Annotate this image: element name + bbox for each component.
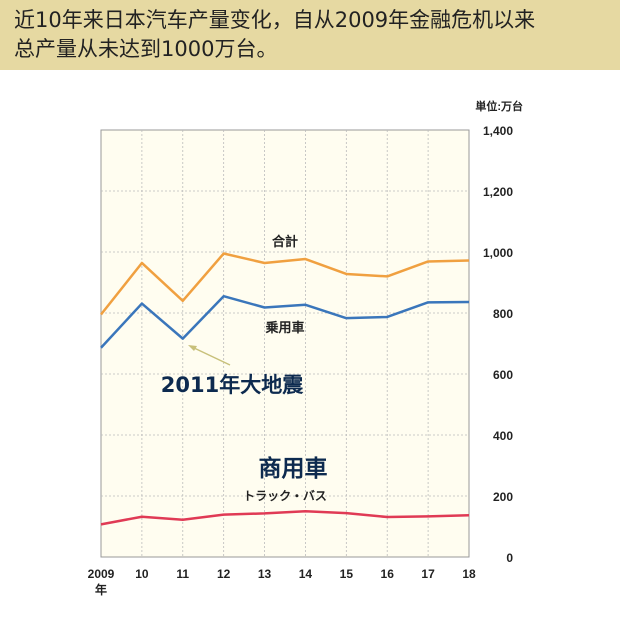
series-label-passenger: 乗用車: [264, 320, 304, 335]
x-tick-label: 11: [176, 567, 189, 581]
x-tick-suffix: 年: [95, 582, 107, 597]
x-tick-label: 2009: [88, 567, 115, 581]
y-tick-label: 1,400: [483, 124, 513, 138]
y-tick-label: 0: [506, 551, 513, 565]
x-tick-label: 14: [299, 567, 313, 581]
plot-area: [100, 129, 470, 558]
y-tick-label: 400: [493, 429, 513, 443]
x-tick-label: 16: [381, 567, 395, 581]
series-line-0: [100, 252, 470, 316]
series-line-1: [100, 294, 470, 349]
series-sublabel-commercial: トラック・バス: [243, 489, 327, 503]
series-label-total: 合計: [272, 234, 298, 249]
x-tick-label: 17: [421, 567, 435, 581]
y-tick-label: 600: [493, 368, 513, 382]
annotation-arrowhead: [188, 345, 197, 351]
x-tick-label: 15: [340, 567, 354, 581]
x-tick-label: 12: [217, 567, 231, 581]
y-tick-label: 800: [493, 307, 513, 321]
y-tick-label: 1,000: [483, 246, 513, 260]
title-line-1: 近10年来日本汽车产量变化，自从2009年金融危机以来: [14, 8, 536, 32]
y-tick-label: 1,200: [483, 185, 513, 199]
x-tick-label: 13: [258, 567, 272, 581]
series-label-commercial: 商用車: [259, 455, 328, 482]
annotation-arrow: [191, 346, 231, 366]
series-line-2: [100, 510, 470, 526]
unit-label: 単位:万台: [475, 99, 523, 113]
y-tick-label: 200: [493, 490, 513, 504]
x-tick-label: 10: [135, 567, 149, 581]
annotation-earthquake: 2011年大地震: [161, 373, 304, 397]
title-banner: 近10年来日本汽车产量变化，自从2009年金融危机以来 总产量从未达到1000万…: [0, 0, 620, 70]
title-line-2: 总产量从未达到1000万台。: [14, 37, 278, 61]
x-tick-label: 18: [462, 567, 476, 581]
